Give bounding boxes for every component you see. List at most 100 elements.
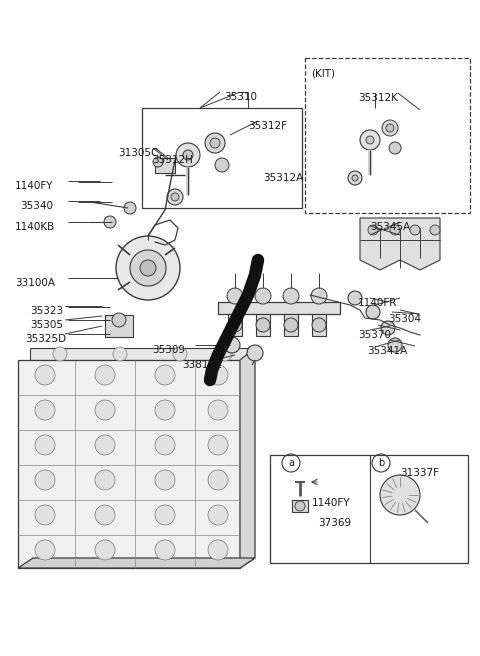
Ellipse shape <box>35 505 55 525</box>
Ellipse shape <box>155 470 175 490</box>
Bar <box>270 455 468 563</box>
Text: (KIT): (KIT) <box>311 68 335 78</box>
Ellipse shape <box>311 288 327 304</box>
Ellipse shape <box>208 540 228 560</box>
Ellipse shape <box>360 130 380 150</box>
Ellipse shape <box>386 124 394 132</box>
Ellipse shape <box>95 540 115 560</box>
Ellipse shape <box>95 435 115 455</box>
Ellipse shape <box>348 291 362 305</box>
Bar <box>105 315 133 337</box>
Text: 35340: 35340 <box>20 201 53 211</box>
Ellipse shape <box>173 347 187 361</box>
Ellipse shape <box>227 288 243 304</box>
Ellipse shape <box>256 318 270 332</box>
Text: 1140KB: 1140KB <box>15 222 55 232</box>
Text: 35310: 35310 <box>224 92 257 102</box>
Ellipse shape <box>295 501 305 511</box>
Text: 33100A: 33100A <box>15 278 55 288</box>
Ellipse shape <box>155 400 175 420</box>
Text: 35312F: 35312F <box>248 121 287 131</box>
Ellipse shape <box>35 435 55 455</box>
Ellipse shape <box>284 318 298 332</box>
Ellipse shape <box>410 225 420 235</box>
Ellipse shape <box>388 338 402 352</box>
Ellipse shape <box>205 133 225 153</box>
Text: 35341A: 35341A <box>367 346 407 356</box>
Bar <box>284 314 298 336</box>
Ellipse shape <box>381 321 395 335</box>
Text: 1140FY: 1140FY <box>15 181 53 191</box>
Ellipse shape <box>208 400 228 420</box>
Polygon shape <box>360 218 440 270</box>
Ellipse shape <box>53 347 67 361</box>
Ellipse shape <box>348 171 362 185</box>
Ellipse shape <box>35 365 55 385</box>
Ellipse shape <box>155 365 175 385</box>
Ellipse shape <box>380 475 420 515</box>
Ellipse shape <box>112 313 126 327</box>
Ellipse shape <box>35 400 55 420</box>
Bar <box>155 158 175 173</box>
Ellipse shape <box>95 400 115 420</box>
Ellipse shape <box>208 435 228 455</box>
Ellipse shape <box>218 347 232 361</box>
Ellipse shape <box>176 143 200 167</box>
Ellipse shape <box>155 540 175 560</box>
Ellipse shape <box>95 365 115 385</box>
Bar <box>292 500 308 512</box>
Ellipse shape <box>368 225 378 235</box>
Ellipse shape <box>382 120 398 136</box>
Ellipse shape <box>155 435 175 455</box>
Ellipse shape <box>171 193 179 201</box>
Text: 35305: 35305 <box>30 320 63 330</box>
Text: 35345A: 35345A <box>370 222 410 232</box>
Ellipse shape <box>35 540 55 560</box>
Text: 33815E: 33815E <box>182 360 222 370</box>
Polygon shape <box>18 558 255 568</box>
Text: a: a <box>288 458 294 468</box>
Text: 35309: 35309 <box>152 345 185 355</box>
Text: 35312A: 35312A <box>263 173 303 183</box>
Ellipse shape <box>208 365 228 385</box>
Ellipse shape <box>247 345 263 361</box>
Text: 35312H: 35312H <box>152 155 193 165</box>
Text: 1140FR: 1140FR <box>358 298 397 308</box>
Ellipse shape <box>95 505 115 525</box>
Ellipse shape <box>140 260 156 276</box>
Text: 35304: 35304 <box>388 314 421 324</box>
Ellipse shape <box>35 470 55 490</box>
Ellipse shape <box>224 337 240 353</box>
Ellipse shape <box>113 347 127 361</box>
Ellipse shape <box>352 175 358 181</box>
Text: 35323: 35323 <box>30 306 63 316</box>
Ellipse shape <box>228 318 242 332</box>
Ellipse shape <box>155 505 175 525</box>
Bar <box>256 314 270 336</box>
Ellipse shape <box>130 250 166 286</box>
Text: 1140FY: 1140FY <box>312 498 350 508</box>
Polygon shape <box>18 360 240 568</box>
Text: b: b <box>378 458 384 468</box>
Ellipse shape <box>312 318 326 332</box>
Text: 35325D: 35325D <box>25 334 66 344</box>
Bar <box>312 314 326 336</box>
Ellipse shape <box>366 136 374 144</box>
Ellipse shape <box>104 216 116 228</box>
Text: 37369: 37369 <box>318 518 351 528</box>
Ellipse shape <box>283 288 299 304</box>
Polygon shape <box>240 348 255 568</box>
Ellipse shape <box>389 142 401 154</box>
Bar <box>228 314 242 336</box>
Bar <box>218 302 340 314</box>
Text: 31337F: 31337F <box>400 468 439 478</box>
Ellipse shape <box>208 470 228 490</box>
Text: 35312K: 35312K <box>358 93 398 103</box>
Ellipse shape <box>255 288 271 304</box>
Ellipse shape <box>183 150 193 160</box>
Ellipse shape <box>167 189 183 205</box>
Bar <box>305 58 470 213</box>
Ellipse shape <box>153 157 163 167</box>
Ellipse shape <box>95 470 115 490</box>
Ellipse shape <box>210 138 220 148</box>
